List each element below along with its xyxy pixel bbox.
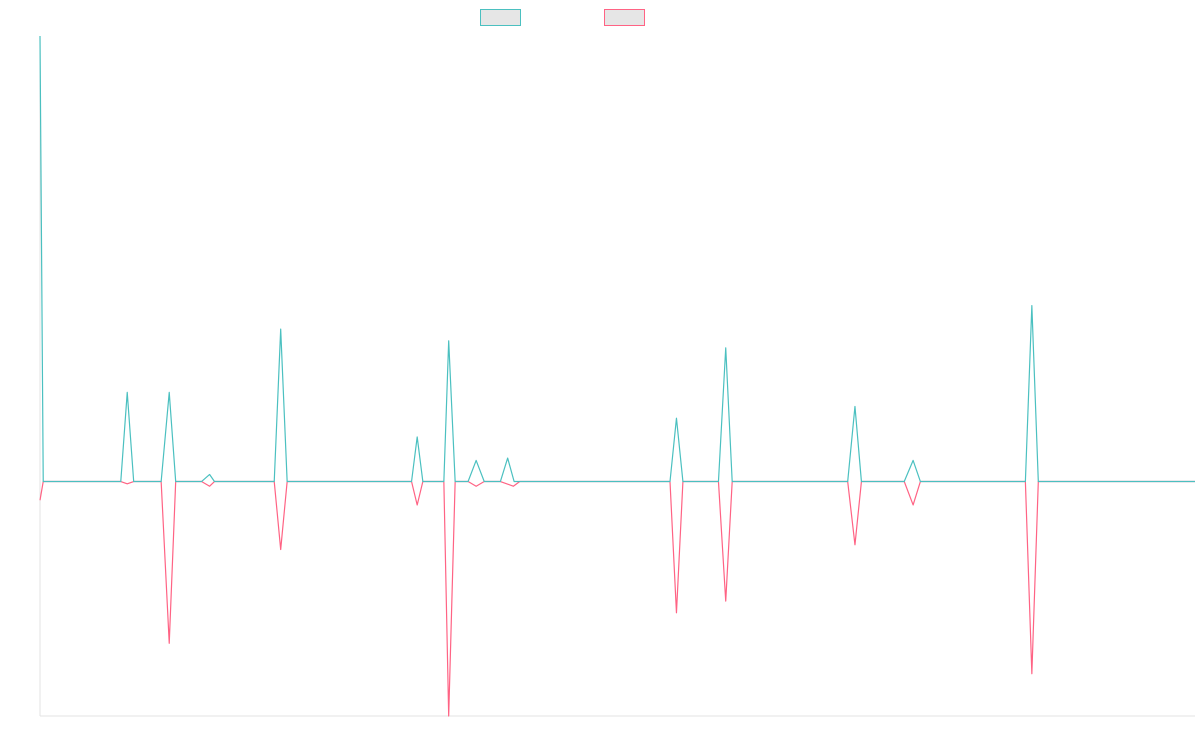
legend-swatch-2[interactable] — [604, 9, 645, 26]
legend-swatch-1[interactable] — [480, 9, 521, 26]
series-layer — [39, 35, 1195, 717]
series-line-1 — [39, 35, 1195, 483]
series-line-2 — [39, 480, 1195, 717]
legend-item-2[interactable] — [604, 9, 645, 26]
axes — [39, 36, 1195, 717]
legend-item-1[interactable] — [480, 9, 521, 26]
legend — [480, 9, 645, 26]
